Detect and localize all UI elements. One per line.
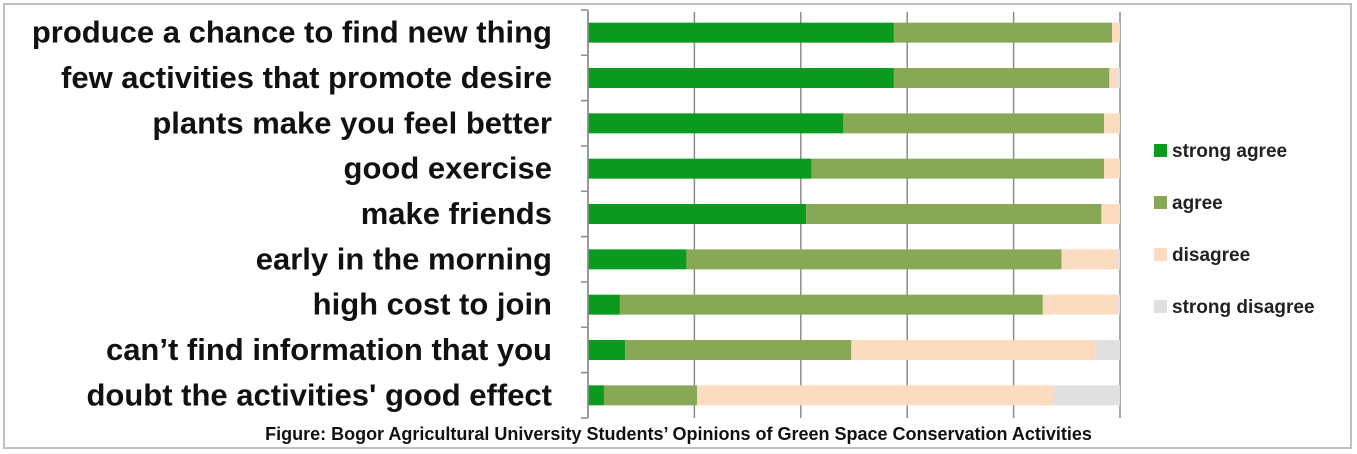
- bar-segment: [603, 385, 698, 406]
- bar-segment: [1101, 204, 1120, 224]
- bar-segment: [588, 22, 894, 43]
- bar-segment: [1104, 113, 1120, 134]
- legend-swatch: [1154, 196, 1167, 209]
- bar-segment: [811, 158, 1105, 179]
- legend-swatch: [1154, 248, 1167, 261]
- bar-segment: [1117, 68, 1120, 88]
- bar-segment: [851, 340, 1097, 360]
- category-labels: produce a chance to find new thing few ac…: [32, 15, 552, 413]
- bar-segment: [697, 385, 1054, 406]
- bar-segment: [588, 113, 844, 134]
- category-axis: [581, 9, 589, 419]
- bar-segment: [1117, 294, 1120, 315]
- bar-segment: [1112, 22, 1120, 43]
- figure-caption: Figure: Bogor Agricultural University St…: [265, 424, 1092, 444]
- legend-label: strong agree: [1172, 141, 1287, 162]
- category-label: produce a chance to find new thing: [32, 15, 552, 50]
- bar-segment: [619, 294, 1043, 315]
- category-label: plants make you feel better: [152, 105, 552, 140]
- bar-segment: [588, 204, 807, 224]
- bar-segment: [1109, 68, 1118, 88]
- bar-segment: [893, 68, 1110, 88]
- legend: strong agree agree disagree strong disagree: [1154, 141, 1315, 318]
- bar-segment: [625, 340, 852, 360]
- bar-segment: [1096, 340, 1120, 360]
- bar-segment: [1042, 294, 1118, 315]
- category-label: make friends: [361, 196, 552, 231]
- bar-segment: [588, 68, 894, 88]
- bar-segment: [806, 204, 1102, 224]
- bar-segment: [1104, 158, 1120, 179]
- legend-label: agree: [1172, 193, 1223, 214]
- bar-segment: [893, 22, 1113, 43]
- legend-swatch: [1154, 300, 1167, 313]
- category-label: few activities that promote desire: [61, 60, 552, 95]
- category-label: early in the morning: [256, 241, 552, 276]
- category-label: doubt the activities' good effect: [86, 377, 552, 412]
- legend-label: disagree: [1172, 245, 1250, 266]
- bar-segment: [588, 158, 812, 179]
- bars: [588, 22, 1120, 406]
- bar-segment: [1061, 249, 1118, 270]
- bar-segment: [1053, 385, 1120, 406]
- legend-swatch: [1154, 144, 1167, 157]
- bar-segment: [588, 294, 620, 315]
- category-label: high cost to join: [313, 287, 552, 322]
- bar-segment: [686, 249, 1062, 270]
- category-label: can’t find information that you: [106, 332, 552, 367]
- bar-segment: [588, 249, 687, 270]
- category-label: good exercise: [344, 151, 552, 186]
- bar-segment: [1117, 249, 1120, 270]
- bar-segment: [588, 340, 626, 360]
- bar-segment: [588, 385, 604, 406]
- legend-label: strong disagree: [1172, 297, 1315, 318]
- bar-segment: [843, 113, 1105, 134]
